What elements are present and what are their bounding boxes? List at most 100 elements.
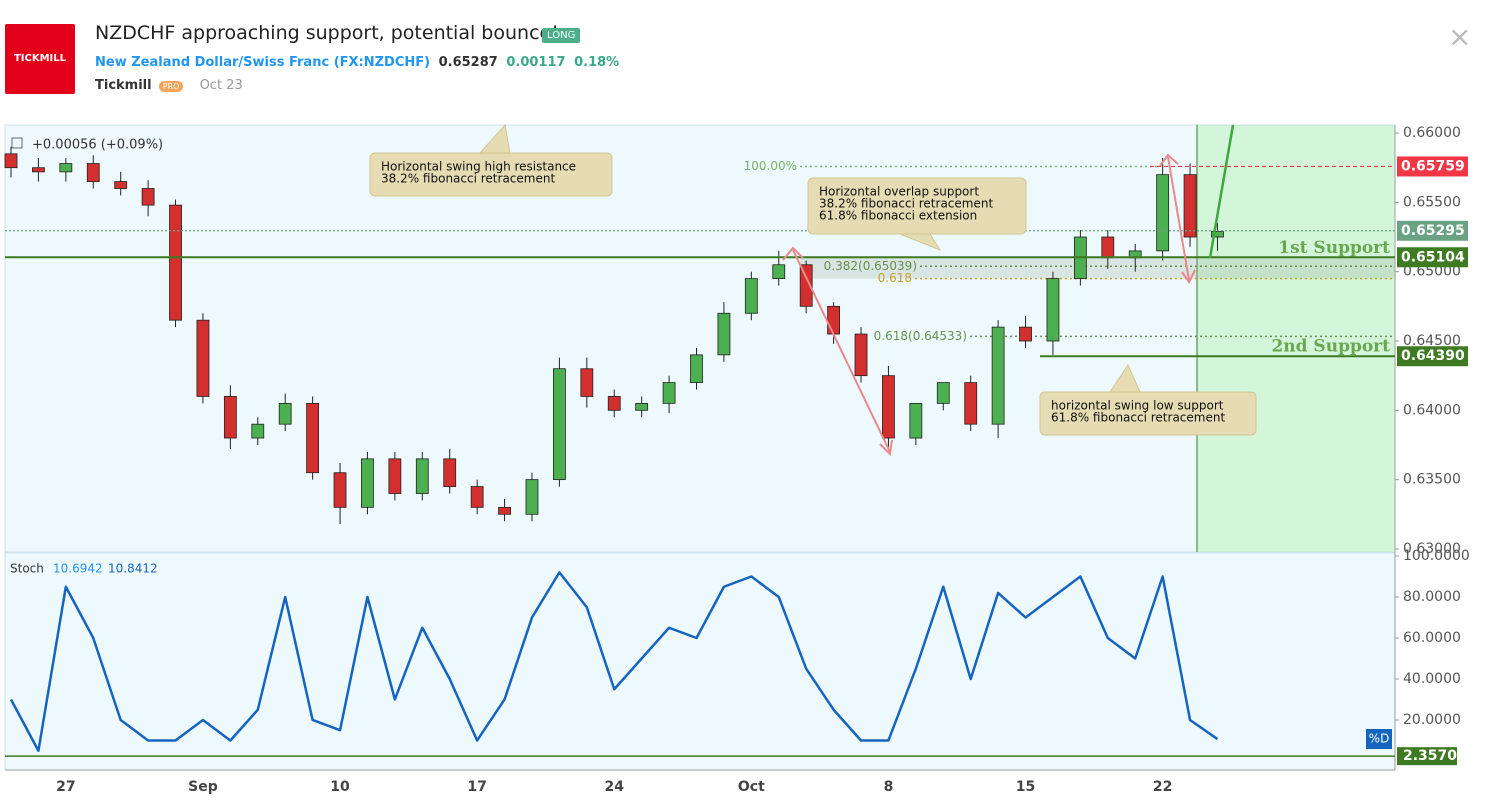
price-change: +0.00056 (+0.09%)	[32, 138, 163, 153]
price-level-label: 0.65295	[1401, 223, 1465, 239]
callout-box	[1039, 391, 1257, 436]
x-tick-label: 22	[1153, 779, 1172, 795]
callout-box	[369, 152, 613, 197]
candle-body	[580, 368, 594, 397]
y-tick-label: 40.0000	[1403, 671, 1461, 687]
y-tick-label: 0.65500	[1403, 194, 1461, 210]
candle-body	[443, 458, 457, 487]
candle-body	[991, 326, 1005, 425]
author[interactable]: Tickmill	[95, 78, 152, 93]
callout-text: horizontal swing low support	[1051, 399, 1224, 413]
candle-body	[1211, 231, 1224, 238]
price: 0.65287	[438, 55, 498, 70]
candle-body	[361, 458, 374, 508]
author-badge: PRO	[158, 81, 184, 92]
price-level-tag	[1397, 220, 1468, 241]
swing-arrow	[1159, 153, 1196, 284]
candle-body	[799, 264, 813, 307]
stoch-legend-value: 10.8412	[108, 562, 158, 576]
fib-label: 100.00%	[744, 159, 797, 173]
instrument[interactable]: New Zealand Dollar/Swiss Franc	[95, 55, 330, 70]
candle-body	[936, 382, 950, 404]
price-level-tag	[1397, 247, 1468, 268]
x-tick-label: Sep	[188, 779, 218, 795]
y-tick-label: 0.64500	[1403, 333, 1461, 349]
support-zone	[800, 256, 1395, 279]
stoch-line	[9, 571, 1219, 752]
price-level-tag	[1397, 346, 1468, 367]
y-tick-label: 0.63000	[1403, 541, 1461, 557]
candle-body	[882, 375, 895, 439]
candle-body	[744, 278, 758, 314]
candle-body	[4, 153, 18, 169]
close-button[interactable]: ×	[1448, 20, 1472, 53]
candle-body	[1019, 326, 1032, 342]
badge: LONG	[542, 28, 581, 43]
price-level-label: 0.64390	[1401, 348, 1465, 364]
candle-body	[59, 163, 73, 173]
x-tick-label: 15	[1016, 779, 1035, 795]
fib-label: 0.382(0.65039)	[824, 259, 917, 273]
candle-body	[607, 396, 621, 411]
title: NZDCHF approaching support, potential bo…	[95, 22, 559, 44]
callout-text: Horizontal overlap support	[819, 185, 979, 199]
candle-body	[690, 354, 703, 383]
stoch-legend-name: Stoch	[10, 562, 44, 576]
candle-body	[251, 423, 265, 439]
y-tick-label: 100.0000	[1403, 548, 1470, 564]
y-tick-label: 0.65000	[1403, 264, 1461, 280]
callout-text: 61.8% fibonacci retracement	[1051, 411, 1225, 425]
y-tick-label: 0.66000	[1403, 125, 1461, 141]
x-tick-label: 10	[330, 779, 350, 795]
change-pct: 0.18%	[574, 55, 620, 70]
callout-box	[807, 177, 1027, 235]
candle-body	[388, 458, 402, 494]
price-level-label: 0.65104	[1401, 249, 1465, 265]
candle-body	[1046, 278, 1060, 342]
x-tick-label: 17	[467, 779, 486, 795]
stoch-level-label: 2.3570	[1403, 748, 1457, 764]
author-row: Tickmill PRO Oct 23	[95, 78, 243, 93]
candle-body	[141, 188, 155, 206]
fib-label: 0.618(0.64533)	[874, 329, 967, 343]
candle-body	[223, 396, 237, 439]
stoch-tag: %D	[1369, 732, 1390, 746]
x-tick-label: 8	[884, 779, 894, 795]
y-tick-label: 60.0000	[1403, 630, 1461, 646]
callout-text: 38.2% fibonacci retracement	[381, 172, 555, 186]
logo-text: TICKMILL	[13, 53, 67, 64]
long-position-zone	[1197, 125, 1395, 552]
support-label: 2nd Support	[1271, 337, 1390, 357]
date: Oct 23	[199, 78, 243, 93]
candle-body	[772, 264, 786, 280]
candle-body	[196, 319, 210, 397]
collapse-icon	[11, 137, 23, 149]
candle-body	[498, 506, 511, 515]
candle-body	[1183, 174, 1197, 238]
candle-body	[415, 458, 429, 494]
callout-text: 38.2% fibonacci retracement	[819, 197, 993, 211]
candle-body	[333, 472, 347, 508]
y-tick-label: 0.64000	[1403, 402, 1461, 418]
x-tick-label: 27	[56, 779, 75, 795]
candle-body	[909, 402, 923, 439]
price-level-label: 0.65759	[1401, 158, 1465, 174]
change: 0.00117	[506, 55, 566, 70]
y-tick-label: 0.63500	[1403, 472, 1461, 488]
symbol[interactable]: (FX:NZDCHF)	[333, 55, 431, 70]
callout-text: Horizontal swing high resistance	[381, 160, 576, 174]
candle-body	[32, 167, 45, 173]
candle-body	[86, 163, 100, 182]
candle-body	[553, 368, 566, 481]
symbol-row: New Zealand Dollar/Swiss Franc (FX:NZDCH…	[95, 55, 619, 70]
stoch-tag-box	[1366, 729, 1392, 749]
candle-body	[635, 402, 649, 411]
x-tick-label: 24	[604, 779, 624, 795]
stoch-pane	[4, 552, 1396, 771]
swing-arrow	[782, 246, 893, 457]
candle-body	[470, 486, 484, 508]
candle-body	[1156, 174, 1170, 252]
stoch-legend-value: 10.6942	[53, 562, 103, 576]
candle-body	[964, 382, 978, 425]
